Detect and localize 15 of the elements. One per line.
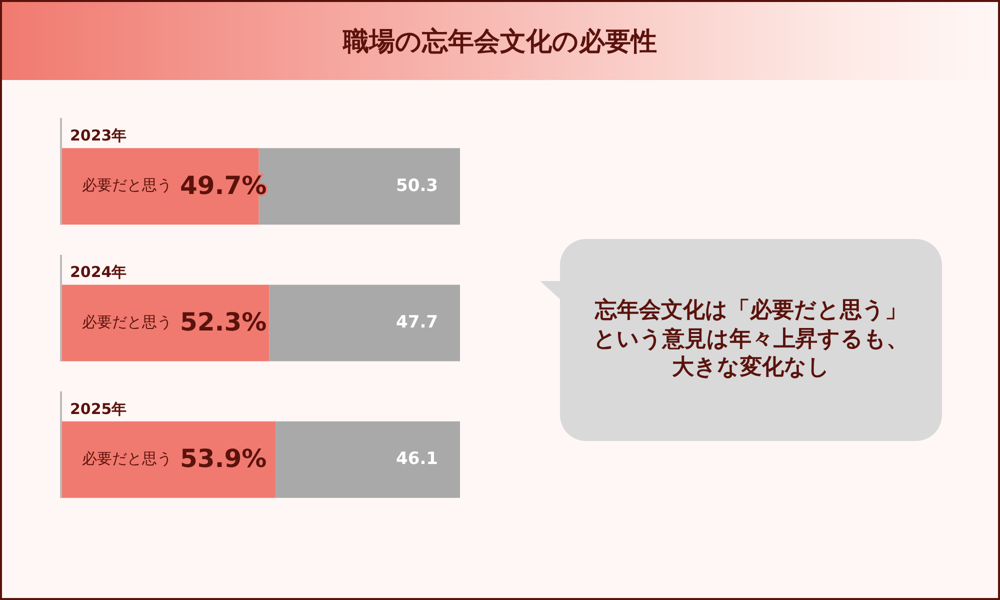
data-label: 50.3 bbox=[396, 176, 438, 196]
bar bbox=[276, 421, 460, 498]
text: 必要だと思う bbox=[82, 312, 172, 331]
text: 必要だと思う bbox=[82, 450, 172, 468]
data-label: 47.7 bbox=[396, 312, 438, 332]
data-label: 49.7% bbox=[180, 170, 267, 200]
data-label: 46.1 bbox=[396, 449, 438, 470]
data-label: 53.9% bbox=[180, 444, 267, 474]
bar bbox=[269, 284, 460, 362]
data-label: 52.3% bbox=[180, 308, 267, 336]
series-label: 必要だと思う bbox=[82, 176, 172, 194]
y-tick-label: 2025年 bbox=[70, 400, 127, 418]
y-tick-label: 2024年 bbox=[70, 263, 127, 282]
chart-title: 職場の忘年会文化の必要性 bbox=[343, 26, 657, 58]
y-tick-label: 2023年 bbox=[70, 126, 127, 144]
